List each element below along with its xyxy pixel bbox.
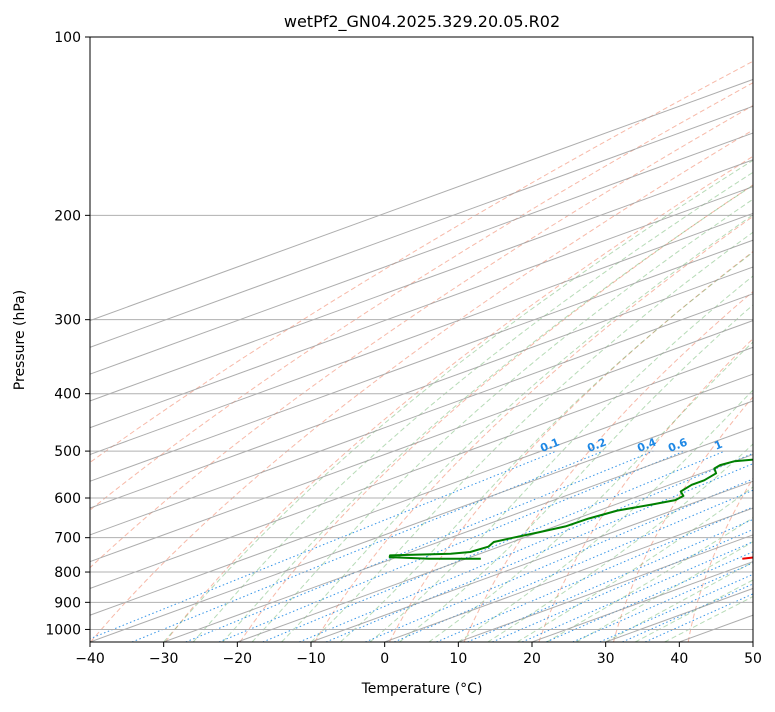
y-tick-label: 100 bbox=[54, 30, 81, 46]
y-tick-label: 500 bbox=[54, 444, 81, 460]
y-axis-label: Pressure (hPa) bbox=[12, 290, 28, 390]
x-tick-label: 20 bbox=[523, 651, 541, 667]
x-tick-label: 40 bbox=[670, 651, 688, 667]
y-tick-label: 400 bbox=[54, 387, 81, 403]
x-tick-label: −10 bbox=[296, 651, 326, 667]
y-tick-label: 900 bbox=[54, 595, 81, 611]
y-tick-label: 200 bbox=[54, 208, 81, 224]
y-tick-label: 300 bbox=[54, 313, 81, 329]
x-axis-label: Temperature (°C) bbox=[361, 681, 483, 697]
x-tick-label: −40 bbox=[75, 651, 105, 667]
x-tick-label: 0 bbox=[380, 651, 389, 667]
x-tick-label: 10 bbox=[449, 651, 467, 667]
y-tick-label: 800 bbox=[54, 565, 81, 581]
y-tick-label: 600 bbox=[54, 491, 81, 507]
x-tick-label: 30 bbox=[597, 651, 615, 667]
chart-title: wetPf2_GN04.2025.329.20.05.R02 bbox=[284, 12, 560, 32]
y-tick-label: 700 bbox=[54, 531, 81, 547]
x-tick-label: −30 bbox=[149, 651, 179, 667]
x-tick-label: 50 bbox=[744, 651, 762, 667]
y-tick-label: 1000 bbox=[45, 622, 81, 638]
x-tick-label: −20 bbox=[223, 651, 253, 667]
